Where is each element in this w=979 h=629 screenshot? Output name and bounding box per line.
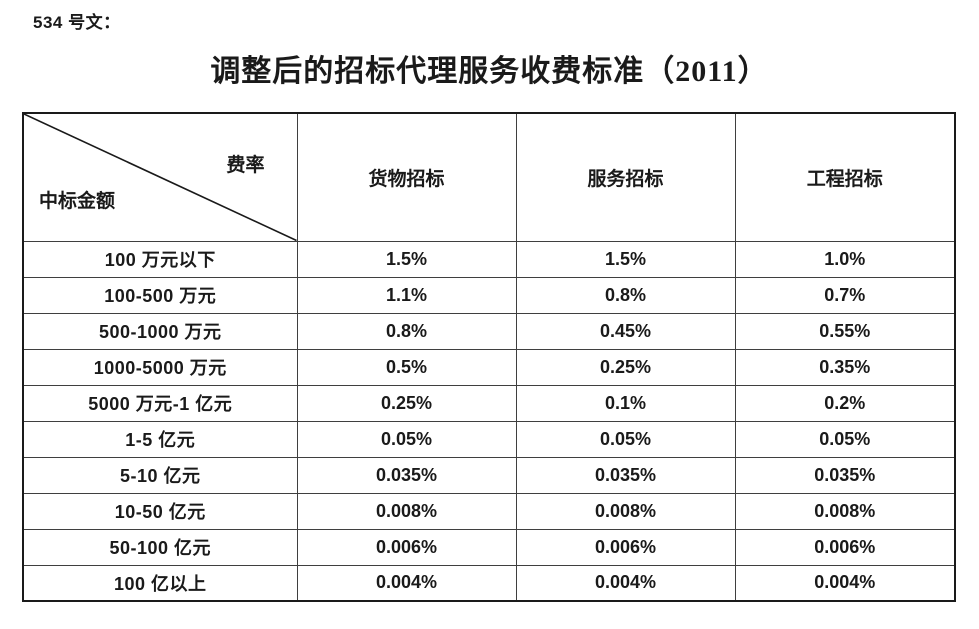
table-row: 5000 万元-1 亿元 0.25% 0.1% 0.2% (22, 384, 956, 422)
amount-range-cell: 5000 万元-1 亿元 (22, 384, 298, 422)
doc-number-label: 534 号文： (33, 13, 121, 32)
services-rate-cell: 0.05% (515, 420, 736, 458)
amount-range-cell: 100 万元以下 (22, 240, 298, 278)
services-rate-cell: 0.006% (515, 528, 736, 566)
corner-rate-label: 费率 (226, 155, 265, 176)
services-rate-cell: 0.25% (515, 348, 736, 386)
amount-range-cell: 1000-5000 万元 (22, 348, 298, 386)
goods-rate-cell: 0.035% (296, 456, 517, 494)
amount-range-cell: 5-10 亿元 (22, 456, 298, 494)
table-row: 100 万元以下 1.5% 1.5% 1.0% (22, 240, 956, 278)
services-rate-cell: 0.8% (515, 276, 736, 314)
column-header-engineering: 工程招标 (734, 112, 956, 242)
table-row: 10-50 亿元 0.008% 0.008% 0.008% (22, 492, 956, 530)
amount-range-cell: 10-50 亿元 (22, 492, 298, 530)
column-header-services: 服务招标 (515, 112, 736, 242)
table-row: 100-500 万元 1.1% 0.8% 0.7% (22, 276, 956, 314)
services-rate-cell: 0.035% (515, 456, 736, 494)
engineering-rate-cell: 0.2% (734, 384, 956, 422)
services-rate-cell: 0.008% (515, 492, 736, 530)
page-title: 调整后的招标代理服务收费标准（2011） (210, 55, 769, 88)
amount-range-cell: 50-100 亿元 (22, 528, 298, 566)
goods-rate-cell: 1.1% (296, 276, 517, 314)
services-rate-cell: 1.5% (515, 240, 736, 278)
goods-rate-cell: 0.006% (296, 528, 517, 566)
diagonal-header-cell: 费率 中标金额 (22, 112, 298, 242)
engineering-rate-cell: 0.55% (734, 312, 956, 350)
services-rate-cell: 0.45% (515, 312, 736, 350)
goods-rate-cell: 0.008% (296, 492, 517, 530)
table-row: 500-1000 万元 0.8% 0.45% 0.55% (22, 312, 956, 350)
table-row: 100 亿以上 0.004% 0.004% 0.004% (22, 564, 956, 602)
engineering-rate-cell: 0.008% (734, 492, 956, 530)
services-rate-cell: 0.1% (515, 384, 736, 422)
table-row: 5-10 亿元 0.035% 0.035% 0.035% (22, 456, 956, 494)
goods-rate-cell: 1.5% (296, 240, 517, 278)
amount-range-cell: 100-500 万元 (22, 276, 298, 314)
goods-rate-cell: 0.8% (296, 312, 517, 350)
amount-range-cell: 100 亿以上 (22, 564, 298, 602)
engineering-rate-cell: 0.035% (734, 456, 956, 494)
goods-rate-cell: 0.004% (296, 564, 517, 602)
goods-rate-cell: 0.25% (296, 384, 517, 422)
table-row: 1000-5000 万元 0.5% 0.25% 0.35% (22, 348, 956, 386)
amount-range-cell: 500-1000 万元 (22, 312, 298, 350)
goods-rate-cell: 0.05% (296, 420, 517, 458)
amount-range-cell: 1-5 亿元 (22, 420, 298, 458)
engineering-rate-cell: 0.35% (734, 348, 956, 386)
engineering-rate-cell: 0.004% (734, 564, 956, 602)
engineering-rate-cell: 0.7% (734, 276, 956, 314)
table-header-row: 费率 中标金额 货物招标 服务招标 工程招标 (22, 112, 956, 242)
services-rate-cell: 0.004% (515, 564, 736, 602)
diagonal-divider-line (24, 114, 297, 241)
column-header-goods: 货物招标 (296, 112, 517, 242)
table-row: 50-100 亿元 0.006% 0.006% 0.006% (22, 528, 956, 566)
goods-rate-cell: 0.5% (296, 348, 517, 386)
table-row: 1-5 亿元 0.05% 0.05% 0.05% (22, 420, 956, 458)
engineering-rate-cell: 0.006% (734, 528, 956, 566)
fee-table: 费率 中标金额 货物招标 服务招标 工程招标 100 万元以下 1.5% 1.5… (22, 112, 956, 602)
corner-amount-label: 中标金额 (39, 191, 116, 212)
engineering-rate-cell: 0.05% (734, 420, 956, 458)
engineering-rate-cell: 1.0% (734, 240, 956, 278)
